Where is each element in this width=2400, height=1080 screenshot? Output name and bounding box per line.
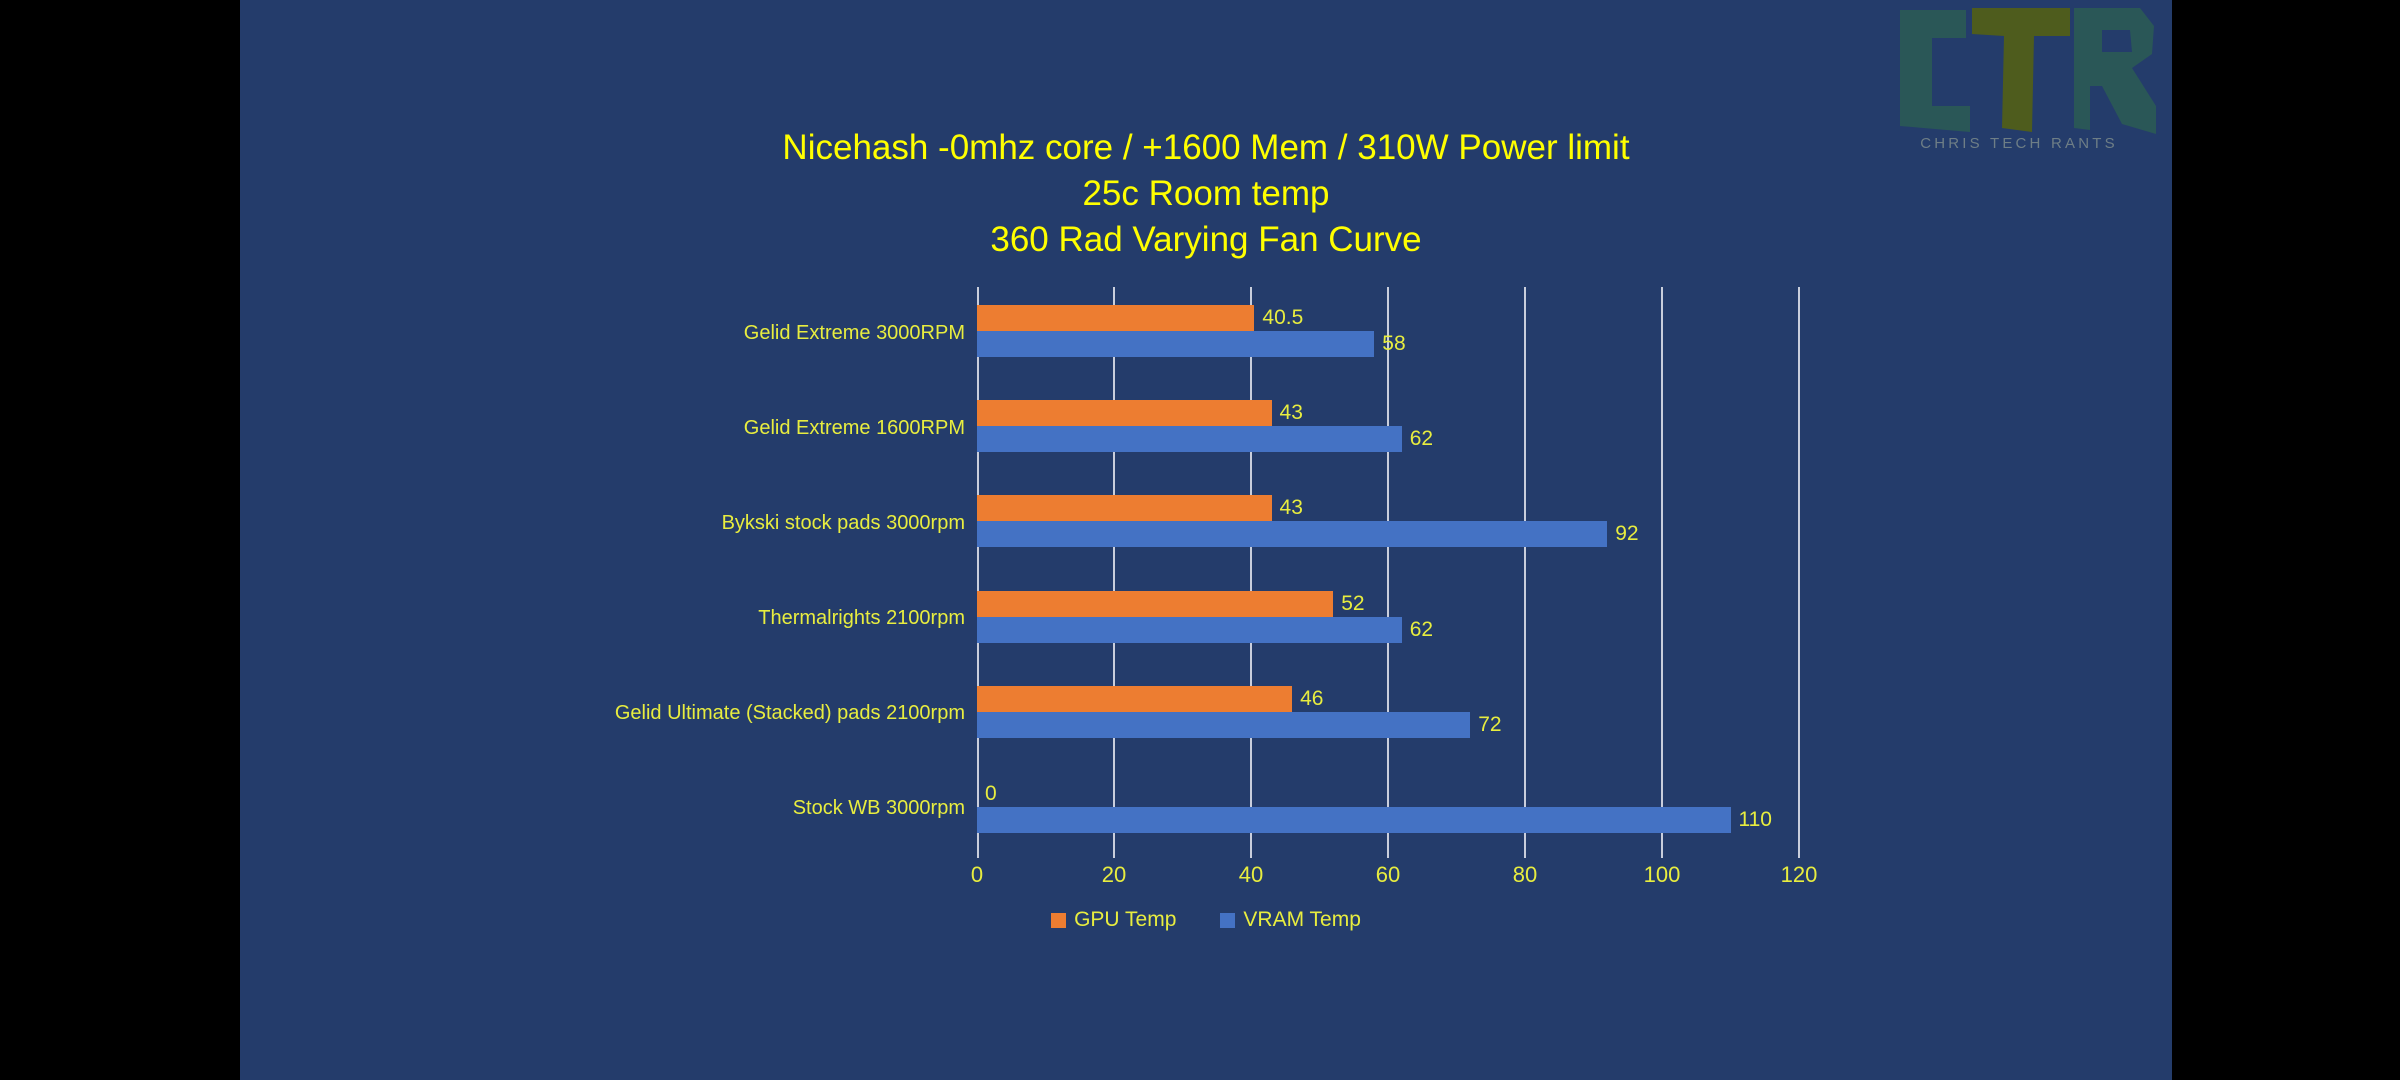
gridline-x-20 [1113,287,1115,858]
bar-group: 40.5 58 [977,287,1799,382]
y-axis-label-4: Thermalrights 2100rpm [758,607,965,630]
bar-gpu-temp[interactable] [977,305,1255,331]
bar-vram-temp[interactable] [977,711,1471,738]
chart-legend: GPU Temp VRAM Temp [240,908,2172,932]
bar-value-label: 0 [985,781,997,805]
chart-title-line-1: Nicehash -0mhz core / +1600 Mem / 310W P… [782,128,1630,167]
y-axis-label-3: Bykski stock pads 3000rpm [721,511,965,534]
legend-swatch-icon [1051,912,1067,928]
y-axis-label-1: Gelid Extreme 3000RPM [743,321,965,344]
chart-title-line-3: 360 Rad Varying Fan Curve [990,220,1422,259]
bar-gpu-temp[interactable] [977,400,1272,427]
y-axis-label-5: Gelid Ultimate (Stacked) pads 2100rpm [614,702,965,725]
legend-item-vram-temp[interactable]: VRAM Temp [1220,908,1361,932]
bar-group: 52 62 [977,573,1799,668]
bar-group: 46 72 [977,668,1799,763]
x-tick-40: 40 [1238,862,1264,887]
x-tick-0: 0 [970,862,984,887]
gridline-x-100 [1661,287,1663,858]
slide-content-area: CHRIS TECH RANTS Nicehash -0mhz core / +… [240,0,2172,1080]
chart-title: Nicehash -0mhz core / +1600 Mem / 310W P… [240,125,2172,263]
bar-value-label: 62 [1409,617,1434,641]
y-axis-label-6: Stock WB 3000rpm [792,797,965,820]
y-axis-category-labels: Gelid Extreme 3000RPM Gelid Extreme 1600R… [615,287,965,858]
gridline-x-60 [1387,287,1389,858]
bar-value-label: 62 [1409,427,1434,451]
bar-gpu-temp[interactable] [977,685,1293,712]
gridline-x-80 [1524,287,1526,858]
gridline-x-40 [1250,287,1252,858]
bar-vram-temp[interactable] [977,521,1608,548]
x-tick-60: 60 [1375,862,1401,887]
bar-value-label: 72 [1478,712,1502,736]
bar-value-label: 58 [1382,332,1406,355]
bar-value-label: 92 [1615,522,1639,546]
bar-gpu-temp[interactable] [977,495,1272,522]
y-axis-label-2: Gelid Extreme 1600RPM [743,416,965,439]
chart-title-line-2: 25c Room temp [1082,174,1330,213]
bar-value-label: 46 [1300,686,1324,710]
gridline-x-120 [1798,287,1800,858]
x-tick-120: 120 [1780,862,1818,887]
x-tick-80: 80 [1512,862,1538,887]
bar-vram-temp[interactable] [977,616,1402,643]
x-axis-tick-labels: 0 20 40 60 80 100 120 [971,862,1817,898]
bar-group: 43 62 [977,382,1799,477]
legend-swatch-icon [1220,912,1236,928]
bar-vram-temp[interactable] [977,331,1375,357]
legend-item-gpu-temp[interactable]: GPU Temp [1051,908,1176,932]
bar-group: 0 110 [977,763,1799,858]
bar-value-label: 43 [1279,401,1303,425]
bar-vram-temp[interactable] [977,806,1731,833]
x-tick-20: 20 [1101,862,1127,887]
bar-value-label: 52 [1341,591,1365,615]
bar-value-label: 110 [1738,807,1772,831]
bar-value-label: 40.5 [1262,306,1304,329]
y-axis-line [977,287,979,858]
x-tick-100: 100 [1643,862,1681,887]
legend-label: GPU Temp [1074,908,1177,931]
bar-vram-temp[interactable] [977,426,1402,453]
bar-gpu-temp[interactable] [977,590,1334,617]
bar-group: 43 92 [977,477,1799,572]
bar-value-label: 43 [1279,496,1303,520]
plot-area: 40.5 58 43 62 43 92 52 62 46 72 0 110 [977,287,1800,858]
legend-label: VRAM Temp [1243,908,1361,931]
